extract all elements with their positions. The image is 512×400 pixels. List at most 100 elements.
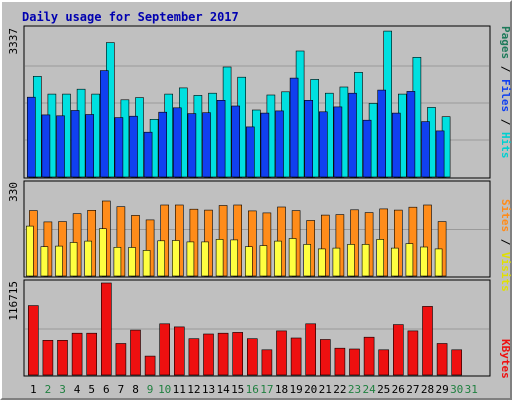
bar-files-day-4 [70, 110, 80, 178]
bottom-max-label: 116715 [7, 281, 20, 321]
bar-visits-day-7 [113, 247, 122, 277]
x-tick-label-4: 4 [74, 383, 81, 396]
legend-hits: Hits [499, 132, 512, 159]
bar-visits-day-5 [84, 240, 92, 277]
bar-files-day-21 [318, 111, 328, 178]
x-tick-label-22: 22 [333, 383, 346, 396]
bar-files-day-22 [333, 106, 343, 178]
bars [25, 30, 463, 376]
legend-visits: Visits [499, 252, 512, 292]
x-tick-label-24: 24 [362, 383, 376, 396]
x-tick-label-17: 17 [260, 383, 273, 396]
bar-files-day-18 [275, 110, 284, 178]
top-max-label: 3337 [7, 28, 20, 55]
bar-files-day-5 [85, 114, 94, 178]
bar-kbytes-day-12 [188, 338, 200, 376]
bar-kbytes-day-30 [451, 349, 463, 376]
bar-files-day-15 [231, 105, 240, 178]
bar-kbytes-day-15 [232, 332, 243, 376]
bar-files-day-25 [377, 89, 387, 178]
x-tick-label-7: 7 [118, 383, 125, 396]
bar-visits-day-29 [434, 248, 443, 277]
bar-kbytes-day-29 [436, 343, 448, 376]
bar-kbytes-day-14 [217, 332, 229, 376]
bar-kbytes-day-17 [261, 349, 273, 376]
bar-visits-day-10 [157, 240, 165, 277]
bar-files-day-14 [216, 100, 226, 178]
x-tick-label-26: 26 [392, 383, 405, 396]
bar-visits-day-22 [332, 247, 341, 277]
x-tick-label-13: 13 [202, 383, 215, 396]
x-tick-label-19: 19 [289, 383, 302, 396]
bar-visits-day-16 [245, 246, 253, 277]
bar-kbytes-day-19 [290, 337, 302, 376]
x-tick-label-5: 5 [88, 383, 95, 396]
bar-files-day-11 [173, 107, 182, 178]
bar-visits-day-1 [25, 225, 34, 277]
bar-kbytes-day-1 [27, 305, 39, 376]
bar-kbytes-day-3 [57, 339, 68, 376]
bar-visits-day-27 [405, 243, 414, 277]
x-tick-label-10: 10 [158, 383, 171, 396]
bar-files-day-3 [56, 115, 65, 178]
x-tick-label-11: 11 [173, 383, 186, 396]
legend-kbytes: KBytes [499, 339, 512, 379]
bar-visits-day-26 [390, 247, 399, 277]
bar-kbytes-day-18 [276, 330, 287, 376]
bar-files-day-29 [435, 130, 445, 178]
bar-files-day-23 [348, 92, 357, 178]
bar-visits-day-14 [215, 239, 224, 277]
bar-files-day-17 [260, 112, 270, 178]
bar-files-day-2 [41, 114, 51, 178]
x-tick-label-16: 16 [246, 383, 259, 396]
x-tick-label-27: 27 [406, 383, 419, 396]
x-axis-labels: 1 2 3 4 5 6 7 8 9 10 11 12 13 14 15 16 17 18 19 20 21 22 23 24 2… [30, 383, 478, 396]
bar-files-day-27 [406, 91, 416, 178]
bar-kbytes-day-20 [305, 323, 317, 376]
bar-files-day-20 [304, 100, 314, 178]
bar-visits-day-24 [361, 244, 370, 277]
x-tick-label-18: 18 [275, 383, 288, 396]
bar-files-day-24 [362, 119, 372, 178]
bar-visits-day-9 [142, 250, 151, 277]
bar-kbytes-day-26 [392, 324, 404, 376]
bar-kbytes-day-8 [130, 329, 141, 376]
bar-visits-day-19 [288, 238, 297, 277]
bar-files-day-7 [114, 117, 124, 178]
bar-visits-day-23 [347, 244, 355, 277]
legend-bottom: KBytes [499, 339, 512, 379]
bar-kbytes-day-7 [115, 343, 127, 376]
bar-kbytes-day-4 [71, 332, 83, 376]
x-tick-label-12: 12 [187, 383, 200, 396]
legend-middle: Sites / Visits [499, 199, 512, 292]
legend-pages: Pages [499, 26, 512, 59]
x-tick-label-30: 30 [450, 383, 463, 396]
bar-visits-day-20 [303, 244, 312, 277]
bar-kbytes-day-13 [203, 333, 214, 376]
bar-visits-day-21 [317, 248, 326, 277]
bar-kbytes-day-27 [407, 330, 419, 376]
bar-visits-day-18 [274, 240, 282, 277]
bar-files-day-13 [202, 112, 211, 178]
bar-kbytes-day-2 [42, 339, 54, 376]
bar-files-day-28 [421, 121, 430, 178]
x-tick-label-2: 2 [45, 383, 52, 396]
x-tick-label-29: 29 [435, 383, 448, 396]
bar-files-day-8 [129, 115, 138, 178]
bar-visits-day-13 [201, 241, 209, 277]
bar-files-day-19 [289, 77, 299, 178]
bar-kbytes-day-21 [319, 339, 331, 376]
bar-files-day-6 [100, 70, 109, 178]
chart-title: Daily usage for September 2017 [22, 10, 239, 24]
x-tick-label-9: 9 [147, 383, 154, 396]
bar-visits-day-28 [420, 246, 428, 277]
bar-kbytes-day-11 [174, 326, 185, 376]
legend-files: Files [499, 79, 512, 112]
bar-visits-day-3 [55, 245, 63, 277]
bar-kbytes-day-23 [349, 348, 360, 376]
x-tick-label-15: 15 [231, 383, 244, 396]
bar-kbytes-day-5 [86, 332, 97, 376]
bar-files-day-16 [246, 126, 255, 178]
bar-files-day-26 [391, 112, 401, 178]
